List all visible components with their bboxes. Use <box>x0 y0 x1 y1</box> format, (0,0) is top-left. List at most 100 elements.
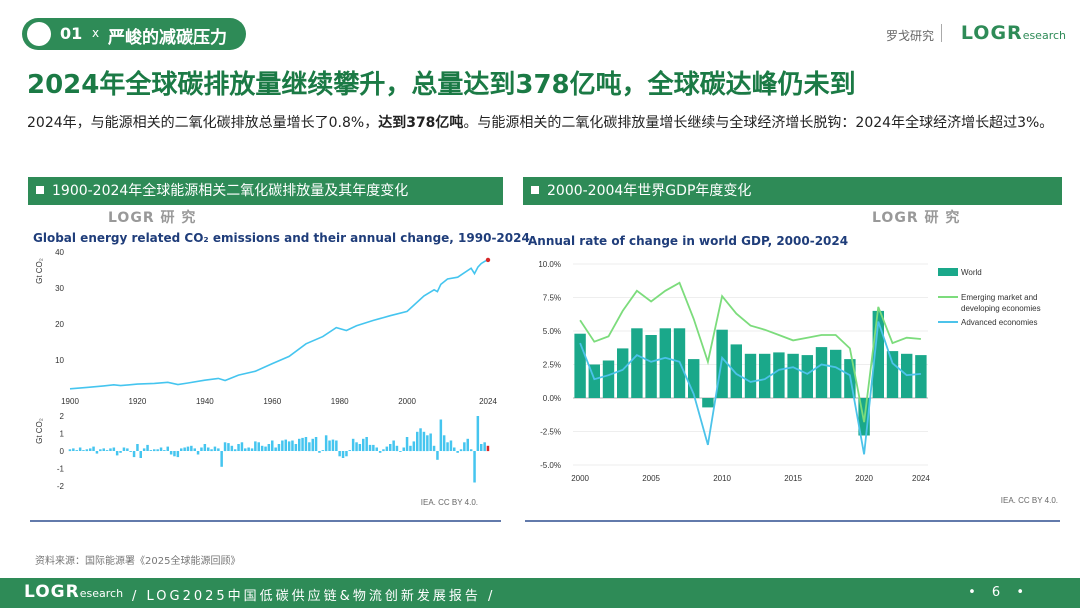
gdp-world-bar <box>602 360 615 398</box>
co2-change-bar <box>267 444 271 451</box>
gdp-world-bar <box>787 353 799 398</box>
footer-logo-suffix: esearch <box>79 587 124 600</box>
page-title: 2024年全球碳排放量继续攀升，总量达到378亿吨，全球碳达峰仍未到 <box>27 70 856 100</box>
gdp-x-tick: 2005 <box>642 474 660 483</box>
gdp-world-bar <box>631 328 643 398</box>
co2-change-bar <box>459 449 463 452</box>
co2-change-bar <box>291 440 294 451</box>
co2-change-bar <box>314 437 318 451</box>
co2-change-bar <box>227 443 230 451</box>
co2-change-bar <box>200 447 203 451</box>
co2-change-bar <box>196 451 200 455</box>
co2-change-bar <box>338 451 341 457</box>
footer-logo: LOGResearch <box>24 582 123 602</box>
brand-logo-text: LOGR <box>960 22 1023 44</box>
co2-change-bar <box>183 447 186 451</box>
co2-2024-point <box>485 257 491 263</box>
gdp-world-bar <box>688 359 700 398</box>
page-number: • 6 • <box>968 585 1030 600</box>
left-watermark: LOGR 研 究 <box>108 210 197 226</box>
gdp-axes: -5.0% -2.5% 0.0% 2.5% 5.0% 7.5% 10.0% 2000 2005 2… <box>538 260 930 483</box>
legend-world-swatch <box>938 268 958 276</box>
co2-change-bar <box>432 445 436 452</box>
gdp-world-bar <box>716 329 728 398</box>
section-title: 严峻的减碳压力 <box>108 28 227 48</box>
co2-change-bar <box>483 442 486 452</box>
co2-change-bar <box>176 451 180 458</box>
co2-change-bar <box>207 447 210 451</box>
co2-change-bar <box>78 447 82 451</box>
co2-change-bar <box>375 447 378 451</box>
co2-change-bar <box>85 449 89 452</box>
co2-change-bar <box>105 450 109 451</box>
co2-change-bar <box>129 451 132 452</box>
section-badge: 01 x 严峻的减碳压力 <box>22 18 246 50</box>
co2-change-bar <box>324 435 328 452</box>
lead-paragraph: 2024年，与能源相关的二氧化碳排放总量增长了0.8%，达到378亿吨。与能源相… <box>27 112 1057 134</box>
co2-change-bar <box>389 444 392 451</box>
co2-change-y-tick: 0 <box>60 447 65 456</box>
legend-emerging-label-2: developing economies <box>961 304 1041 313</box>
co2-change-bar <box>149 450 153 451</box>
gdp-legend: World Emerging market and developing econo… <box>938 268 1041 327</box>
co2-change-bar <box>217 448 220 451</box>
co2-change-bar <box>422 431 426 452</box>
co2-change-bar <box>368 444 372 451</box>
gdp-world-bar <box>702 398 714 408</box>
co2-bar-axes: Gt CO₂ -2 -1 0 1 2 <box>35 412 490 491</box>
co2-change-y-label: Gt CO₂ <box>35 418 44 444</box>
co2-change-bar <box>274 447 277 451</box>
gdp-world-bar <box>872 310 884 398</box>
co2-change-bar <box>166 446 169 451</box>
left-panel-header: 1900-2024年全球能源相关二氧化碳排放量及其年度变化 <box>28 177 503 205</box>
gdp-y-tick: -2.5% <box>540 428 561 437</box>
co2-chart-title: Global energy related CO₂ emissions and … <box>33 231 530 245</box>
co2-change-bar <box>115 451 119 456</box>
co2-x-tick: 1980 <box>331 397 349 406</box>
co2-change-bar <box>341 451 345 458</box>
co2-change-bar <box>301 437 304 451</box>
co2-change-bar <box>446 442 449 452</box>
co2-change-bar <box>358 444 362 451</box>
gdp-world-bar <box>574 333 586 398</box>
co2-change-bar <box>463 442 466 452</box>
gdp-world-bar <box>744 353 757 398</box>
co2-change-bar <box>75 450 78 451</box>
section-number: 01 <box>60 24 83 43</box>
gdp-world-bar <box>730 344 742 398</box>
co2-change-bar <box>331 439 335 451</box>
co2-change-bar <box>348 450 351 451</box>
co2-change-bar <box>233 449 237 452</box>
gdp-chart-title: Annual rate of change in world GDP, 2000… <box>528 234 849 248</box>
co2-change-bar <box>257 442 260 452</box>
co2-change-bar <box>264 446 267 451</box>
co2-change-bar <box>277 444 281 451</box>
co2-change-bar <box>156 449 159 452</box>
co2-change-bar <box>419 428 422 452</box>
co2-change-bar <box>153 449 156 452</box>
co2-change-y-tick: 1 <box>60 430 65 439</box>
co2-change-bar <box>210 449 213 452</box>
co2-change-bar <box>271 440 274 451</box>
co2-change-bar <box>244 448 247 451</box>
legend-emerging-label-1: Emerging market and <box>961 293 1037 302</box>
co2-change-bar <box>453 447 456 451</box>
co2-change-bar <box>355 442 358 452</box>
lead-bold: 达到378亿吨 <box>378 115 464 131</box>
co2-change-bar <box>82 450 85 451</box>
gdp-world-bar <box>773 352 785 398</box>
co2-line-axes: Gt CO₂ 10 20 30 40 1900 1920 1940 1960 1980 2000 20… <box>35 248 497 406</box>
co2-change-bar <box>328 440 331 451</box>
co2-change-bar <box>298 438 301 452</box>
co2-emissions-line <box>69 259 489 390</box>
co2-change-bar <box>163 450 166 451</box>
co2-change-bar <box>240 442 244 452</box>
gdp-y-tick: 10.0% <box>538 260 561 269</box>
co2-change-bar <box>169 451 173 455</box>
co2-x-tick: 1900 <box>61 397 79 406</box>
co2-change-bar <box>469 449 473 452</box>
gdp-world-bar <box>830 349 842 398</box>
section-separator: x <box>92 26 100 40</box>
co2-change-bar <box>99 449 102 452</box>
co2-change-bar <box>139 451 142 458</box>
